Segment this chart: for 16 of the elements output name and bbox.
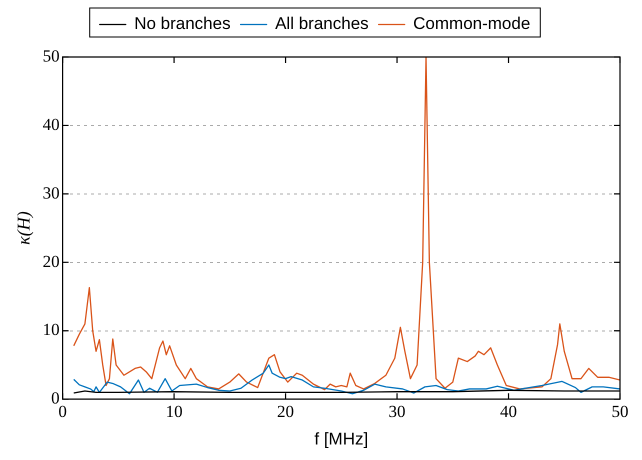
x-axis-title: f [MHz]	[314, 429, 368, 448]
x-tick-label: 10	[166, 402, 183, 421]
x-tick-label: 20	[277, 402, 294, 421]
y-tick-label: 20	[42, 252, 60, 271]
y-tick-label: 30	[42, 183, 60, 202]
legend-label: All branches	[275, 14, 369, 34]
y-axis-title: κ(H)	[14, 211, 34, 245]
legend-label: No branches	[134, 14, 231, 34]
y-tick-label: 10	[42, 320, 60, 340]
x-tick-label: 50	[612, 402, 628, 421]
x-tick-label: 40	[500, 402, 518, 421]
y-tick-label: 50	[42, 46, 60, 66]
x-tick-label: 30	[388, 402, 406, 421]
y-tick-label: 0	[51, 388, 60, 408]
legend-label: Common-mode	[413, 14, 530, 34]
y-tick-label: 40	[42, 114, 60, 134]
